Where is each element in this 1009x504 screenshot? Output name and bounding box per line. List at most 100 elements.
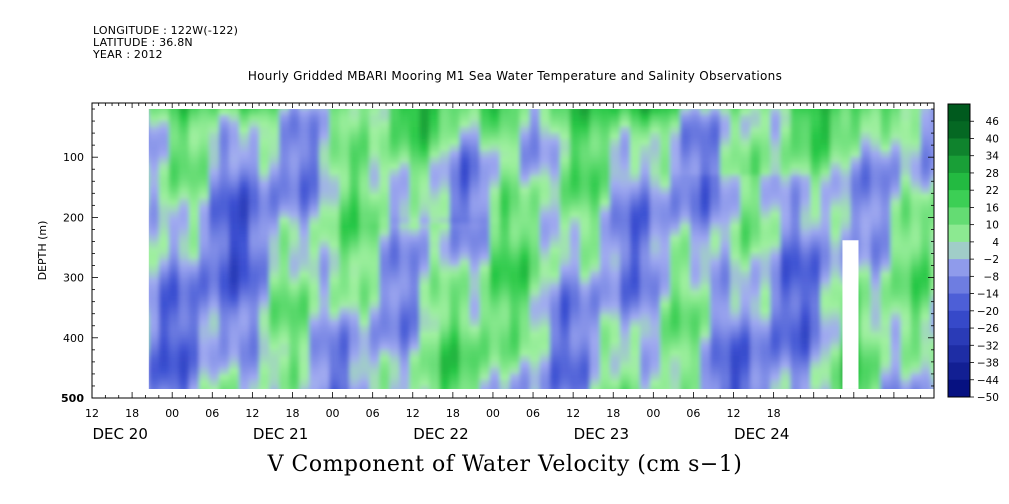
heatmap-cell	[259, 205, 270, 212]
heatmap-cell	[770, 109, 781, 116]
heatmap-cell	[239, 331, 250, 339]
heatmap-cell	[700, 313, 711, 321]
heatmap-cell	[519, 361, 531, 369]
heatmap-cell	[680, 295, 691, 303]
heatmap-cell	[218, 379, 230, 387]
heatmap-cell	[810, 121, 821, 128]
heatmap-cell	[239, 379, 250, 387]
heatmap-cell	[900, 367, 912, 375]
heatmap-cell	[880, 211, 892, 218]
x-tick-label: 18	[767, 407, 781, 420]
heatmap-cell	[279, 181, 290, 188]
heatmap-cell	[680, 307, 691, 315]
heatmap-cell	[259, 295, 270, 303]
heatmap-cell	[269, 343, 280, 351]
heatmap-cell	[489, 187, 501, 194]
heatmap-cell	[559, 307, 571, 315]
heatmap-cell	[730, 331, 741, 339]
heatmap-cell	[369, 301, 380, 309]
heatmap-cell	[208, 121, 220, 128]
heatmap-cell	[299, 163, 310, 170]
heatmap-cell	[148, 343, 160, 351]
colorbar-segment	[948, 190, 970, 208]
heatmap-cell	[299, 295, 310, 303]
heatmap-cell	[399, 205, 411, 212]
heatmap-cell	[810, 127, 821, 134]
colorbar-segment	[948, 172, 970, 191]
heatmap-cell	[649, 307, 661, 315]
heatmap-cell	[249, 229, 260, 237]
heatmap-cell	[870, 319, 882, 327]
heatmap-cell	[168, 367, 180, 375]
heatmap-cell	[239, 223, 250, 231]
heatmap-cell	[289, 157, 300, 164]
heatmap-cell	[249, 271, 260, 279]
colorbar-variable-label: V Component of Water Velocity (cm s−1)	[267, 452, 743, 477]
heatmap-cell	[178, 157, 190, 164]
heatmap-cell	[910, 241, 922, 249]
heatmap-cell	[740, 247, 751, 255]
heatmap-cell	[690, 277, 701, 285]
heatmap-cell	[489, 265, 501, 273]
heatmap-cell	[680, 229, 691, 237]
heatmap-cell	[289, 121, 300, 128]
heatmap-cell	[780, 199, 791, 206]
heatmap-cell	[870, 325, 882, 333]
heatmap-cell	[880, 331, 892, 339]
heatmap-cell	[228, 223, 240, 231]
heatmap-cell	[158, 307, 170, 315]
heatmap-cell	[820, 157, 832, 164]
heatmap-cell	[429, 241, 441, 249]
heatmap-cell	[609, 331, 621, 339]
heatmap-cell	[349, 217, 360, 225]
heatmap-cell	[549, 109, 561, 116]
heatmap-cell	[569, 337, 581, 345]
heatmap-cell	[349, 337, 360, 345]
heatmap-cell	[479, 259, 491, 267]
heatmap-cell	[800, 271, 811, 279]
heatmap-cell	[208, 385, 220, 389]
heatmap-cell	[228, 253, 240, 261]
heatmap-cell	[820, 277, 832, 285]
heatmap-cell	[439, 169, 451, 176]
heatmap-cell	[690, 325, 701, 333]
heatmap-cell	[910, 181, 922, 188]
heatmap-cell	[429, 115, 441, 122]
heatmap-cell	[589, 295, 601, 303]
heatmap-cell	[399, 295, 411, 303]
heatmap-cell	[559, 355, 571, 363]
heatmap-cell	[148, 349, 150, 357]
heatmap-cell	[228, 205, 240, 212]
heatmap-cell	[339, 379, 350, 387]
heatmap-cell	[860, 253, 872, 261]
heatmap-cell	[389, 283, 400, 291]
heatmap-cell	[549, 145, 561, 152]
heatmap-cell	[670, 349, 681, 357]
heatmap-cell	[800, 223, 811, 231]
heatmap-cell	[479, 175, 491, 182]
heatmap-cell	[920, 313, 932, 321]
heatmap-cell	[339, 385, 350, 389]
heatmap-cell	[158, 115, 170, 122]
heatmap-cell	[228, 289, 240, 297]
heatmap-cell	[239, 193, 250, 200]
heatmap-cell	[399, 289, 411, 297]
heatmap-cell	[459, 145, 471, 152]
heatmap-cell	[519, 307, 531, 315]
heatmap-cell	[198, 133, 210, 140]
heatmap-cell	[860, 163, 872, 170]
heatmap-cell	[148, 361, 160, 369]
heatmap-cell	[569, 121, 581, 128]
heatmap-cell	[218, 223, 230, 231]
heatmap-cell	[249, 331, 260, 339]
heatmap-cell	[329, 229, 340, 237]
heatmap-cell	[369, 259, 380, 267]
heatmap-cell	[479, 145, 491, 152]
heatmap-cell	[409, 355, 421, 363]
heatmap-cell	[158, 151, 170, 158]
heatmap-cell	[188, 343, 200, 351]
heatmap-cell	[740, 121, 751, 128]
heatmap-cell	[479, 133, 491, 140]
heatmap-cell	[419, 205, 431, 212]
heatmap-cell	[619, 325, 631, 333]
